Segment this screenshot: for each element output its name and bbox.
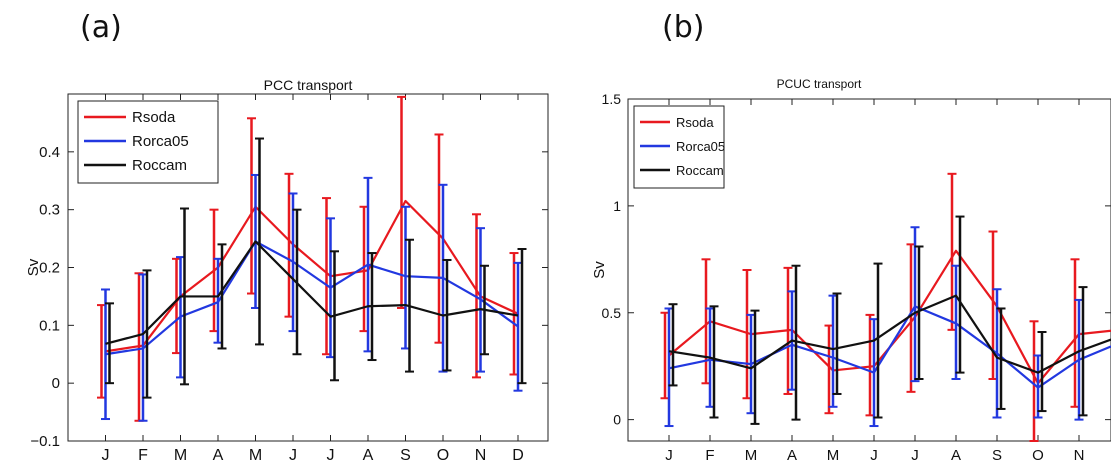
series-line [105,199,519,353]
x-tick-label: M [174,447,187,462]
series-rsoda [660,172,1111,442]
x-tick-label: N [475,447,487,462]
y-axis-label: Sv [591,261,608,279]
legend-label: Rorca05 [676,139,725,154]
chart-1: PCC transport Sv −0.1 0 0.1 0.2 0.3 0.4 J F M A M J J A… [25,77,549,462]
y-tick-label: 0.5 [602,305,622,321]
x-tick-label: A [213,447,224,462]
y-tick-label: 0.1 [39,317,60,334]
series-line [105,240,519,356]
series-line [668,249,1111,385]
x-tick-label: J [870,447,878,462]
y-axis-label: Sv [25,258,42,276]
x-tick-label: J [289,447,297,462]
y-tick-label: 1 [613,198,621,214]
series-rorca05 [664,226,1111,428]
legend-label: Rsoda [676,115,714,130]
x-tick-label: O [437,447,449,462]
panel-label-b: (b) [662,10,705,45]
x-tick-label: J [665,447,673,462]
x-tick-label: S [400,447,411,462]
y-tick-label: 0.4 [39,144,60,161]
series-roccam [668,215,1111,425]
x-tick-label: N [1074,447,1085,462]
y-tick-label: 1.5 [602,91,622,107]
legend-label: Roccam [132,157,187,174]
legend-label: Rsoda [132,109,176,126]
y-tick-label: −0.1 [30,433,60,450]
x-tick-label: J [102,447,110,462]
x-tick-label: F [705,447,714,462]
legend: Rsoda Rorca05 Roccam [77,100,219,184]
series-rsoda [97,95,519,422]
series-line [668,294,1111,374]
x-tick-label: O [1032,447,1044,462]
legend: Rsoda Rorca05 Roccam [633,105,725,189]
panel-label-a: (a) [80,10,122,45]
plot-frame [627,98,1111,442]
x-tick-label: A [787,447,797,462]
x-tick-label: M [745,447,758,462]
chart-2: PCUC transportSv00.511.5JFMAMJJASONDRsod… [591,77,1111,462]
y-tick-label: 0.2 [39,260,60,277]
x-tick-label: A [951,447,961,462]
x-tick-label: D [512,447,524,462]
x-tick-label: A [363,447,374,462]
x-tick-label: M [827,447,840,462]
series-line [668,305,1111,389]
y-tick-label: 0 [52,375,60,392]
x-tick-label: J [911,447,919,462]
chart-title: PCUC transport [777,77,862,91]
x-tick-label: J [327,447,335,462]
series-roccam [105,137,527,399]
series-line [105,240,519,345]
x-tick-label: S [992,447,1002,462]
x-tick-label: F [138,447,148,462]
legend-label: Rorca05 [132,133,189,150]
legend-label: Roccam [676,163,724,178]
chart-title: PCC transport [264,77,353,93]
x-tick-label: M [249,447,262,462]
series-rorca05 [101,173,523,422]
y-tick-label: 0.3 [39,202,60,219]
y-tick-label: 0 [613,412,621,428]
